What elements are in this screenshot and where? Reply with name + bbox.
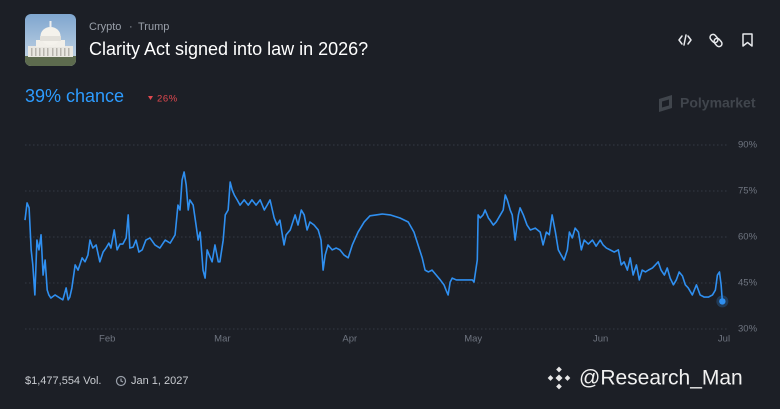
copy-link-button[interactable] xyxy=(709,33,723,48)
volume: $1,477,554 Vol. xyxy=(25,375,101,387)
y-tick-label: 30% xyxy=(738,324,758,335)
chance-label: 39% chance xyxy=(25,86,124,106)
x-tick-label: Jun xyxy=(593,334,608,345)
y-tick-label: 60% xyxy=(738,232,758,243)
plot-area: 90% 75% 60% 45% 30% Feb Mar Apr May Jun Jul xyxy=(24,140,758,345)
watermark-text: @Research_Man xyxy=(579,367,743,390)
bookmark-button[interactable] xyxy=(742,33,753,47)
change-arrow xyxy=(148,96,153,100)
y-tick-label: 45% xyxy=(738,278,758,289)
breadcrumb[interactable]: Crypto xyxy=(89,21,121,33)
end-date: Jan 1, 2027 xyxy=(131,375,189,387)
brand-name: Polymarket xyxy=(680,95,756,111)
current-point xyxy=(719,298,726,305)
breadcrumb[interactable]: Trump xyxy=(138,21,169,33)
x-tick-label: Apr xyxy=(342,334,357,345)
market-title: Clarity Act signed into law in 2026? xyxy=(89,39,368,59)
x-tick-label: Mar xyxy=(214,334,230,345)
price-line xyxy=(24,171,724,302)
clock-icon xyxy=(115,375,127,387)
change-label: 26% xyxy=(157,94,178,105)
embed-button[interactable] xyxy=(678,34,692,46)
x-tick-label: May xyxy=(464,334,482,345)
breadcrumb-separator: · xyxy=(129,21,133,33)
y-tick-label: 75% xyxy=(738,186,758,197)
watermark: @Research_Man xyxy=(547,367,743,390)
brand-logo: Polymarket xyxy=(659,95,756,112)
y-tick-label: 90% xyxy=(738,140,758,151)
x-tick-label: Feb xyxy=(99,334,115,345)
market-thumbnail xyxy=(25,14,76,66)
x-tick-label: Jul xyxy=(718,334,730,345)
